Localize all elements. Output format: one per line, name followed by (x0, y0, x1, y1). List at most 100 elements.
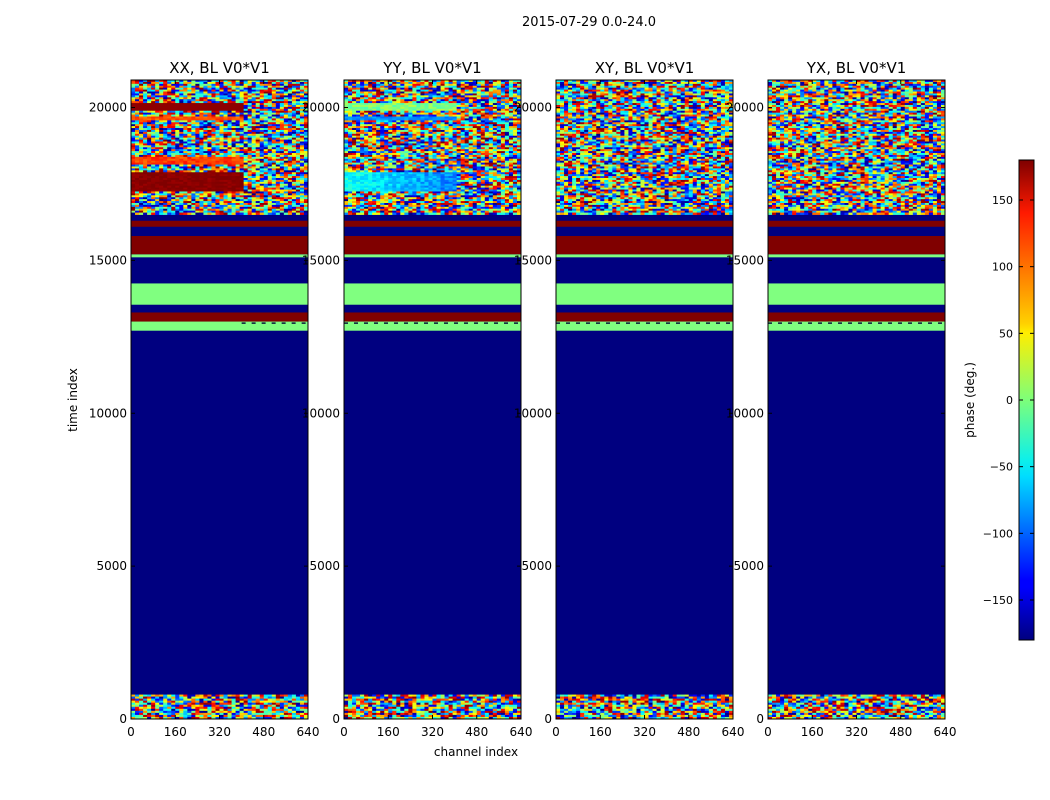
phase-band (556, 304, 733, 313)
phase-band (768, 312, 945, 322)
phase-band (344, 304, 521, 313)
colorbar-label: phase (deg.) (963, 362, 977, 438)
x-tick-label: 320 (421, 725, 444, 739)
y-tick-label: 0 (756, 712, 764, 726)
phase-band (556, 254, 733, 258)
x-tick-label: 480 (252, 725, 275, 739)
phase-band (131, 220, 308, 227)
phase-band (131, 312, 308, 322)
phase-band (131, 235, 308, 255)
y-tick-label: 10000 (514, 406, 552, 420)
colorbar-tick-label: −50 (990, 461, 1013, 474)
phase-band (344, 312, 521, 322)
y-tick-label: 20000 (302, 101, 340, 115)
phase-band (768, 214, 945, 221)
phase-band (344, 321, 521, 331)
phase-band (131, 257, 308, 284)
phase-band (344, 254, 521, 258)
panel-xy: XY, BL V0*V1 0 160 320 480 640 0 5000 10000 15000… (514, 59, 745, 739)
x-tick-label: 480 (889, 725, 912, 739)
phase-band (344, 220, 521, 227)
phase-band (556, 226, 733, 236)
panel-title: YY, BL V0*V1 (382, 59, 481, 77)
phase-band (131, 283, 308, 305)
panel-title: YX, BL V0*V1 (806, 59, 907, 77)
y-tick-label: 0 (332, 712, 340, 726)
panel-title: XY, BL V0*V1 (595, 59, 695, 77)
y-tick-label: 5000 (309, 559, 340, 573)
colorbar-tick-label: −150 (983, 594, 1013, 607)
phase-band (556, 321, 733, 331)
phase-band (768, 257, 945, 284)
colorbar-tick-label: 100 (992, 261, 1013, 274)
phase-band (131, 254, 308, 258)
panel-xx: XX, BL V0*V1 0 160 320 480 640 0 5000 10000 15000… (89, 59, 320, 739)
x-tick-label: 640 (722, 725, 745, 739)
phase-band (344, 257, 521, 284)
phase-band (768, 283, 945, 305)
x-tick-label: 0 (340, 725, 348, 739)
y-tick-label: 10000 (726, 406, 764, 420)
y-tick-label: 15000 (302, 253, 340, 267)
phase-band (768, 330, 945, 695)
phase-band (131, 226, 308, 236)
phase-band (768, 304, 945, 313)
y-tick-label: 0 (119, 712, 127, 726)
x-tick-label: 480 (677, 725, 700, 739)
phase-band (768, 321, 945, 331)
phase-band (768, 220, 945, 227)
phase-band (768, 226, 945, 236)
colorbar: −150 −100 −50 0 50 100 150 phase (deg.) (963, 159, 1035, 641)
colorbar-tick-label: 150 (992, 194, 1013, 207)
y-tick-label: 15000 (89, 253, 127, 267)
phase-band (344, 226, 521, 236)
x-tick-label: 640 (297, 725, 320, 739)
phase-band (131, 214, 308, 221)
colorbar-tick-label: 50 (999, 327, 1013, 340)
phase-band (344, 214, 521, 221)
y-tick-label: 5000 (733, 559, 764, 573)
y-tick-label: 15000 (726, 253, 764, 267)
y-tick-label: 0 (544, 712, 552, 726)
panel-yy: YY, BL V0*V1 0 160 320 480 640 0 5000 10000 15000… (302, 59, 533, 739)
panels-group: XX, BL V0*V1 0 160 320 480 640 0 5000 10000 15000… (89, 59, 957, 739)
phase-band (131, 304, 308, 313)
phase-band (556, 283, 733, 305)
y-tick-label: 5000 (521, 559, 552, 573)
x-tick-label: 640 (510, 725, 533, 739)
y-tick-label: 20000 (726, 101, 764, 115)
x-tick-label: 320 (208, 725, 231, 739)
phase-band (344, 283, 521, 305)
x-tick-label: 0 (552, 725, 560, 739)
figure-suptitle: 2015-07-29 0.0-24.0 (522, 15, 656, 30)
x-tick-label: 320 (633, 725, 656, 739)
panel-yx: YX, BL V0*V1 0 160 320 480 640 0 5000 10000 15000… (726, 59, 957, 739)
phase-band (556, 257, 733, 284)
y-tick-label: 15000 (514, 253, 552, 267)
x-tick-label: 160 (589, 725, 612, 739)
phase-band (556, 330, 733, 695)
phase-band (131, 321, 308, 331)
x-tick-label: 480 (465, 725, 488, 739)
x-tick-label: 0 (127, 725, 135, 739)
y-tick-label: 20000 (514, 101, 552, 115)
x-tick-label: 160 (377, 725, 400, 739)
phase-band (556, 220, 733, 227)
x-tick-label: 160 (164, 725, 187, 739)
phase-band (344, 330, 521, 695)
x-axis-label: channel index (434, 745, 518, 759)
phase-band (131, 330, 308, 695)
phase-band (556, 214, 733, 221)
phase-band (768, 235, 945, 255)
phase-band (556, 312, 733, 322)
y-axis-label: time index (66, 368, 80, 432)
x-tick-label: 0 (764, 725, 772, 739)
x-tick-label: 640 (934, 725, 957, 739)
y-tick-label: 5000 (96, 559, 127, 573)
colorbar-tick-label: 0 (1006, 394, 1013, 407)
y-tick-label: 10000 (89, 406, 127, 420)
colorbar-tick-label: −100 (983, 527, 1013, 540)
y-tick-label: 20000 (89, 101, 127, 115)
x-tick-label: 160 (801, 725, 824, 739)
